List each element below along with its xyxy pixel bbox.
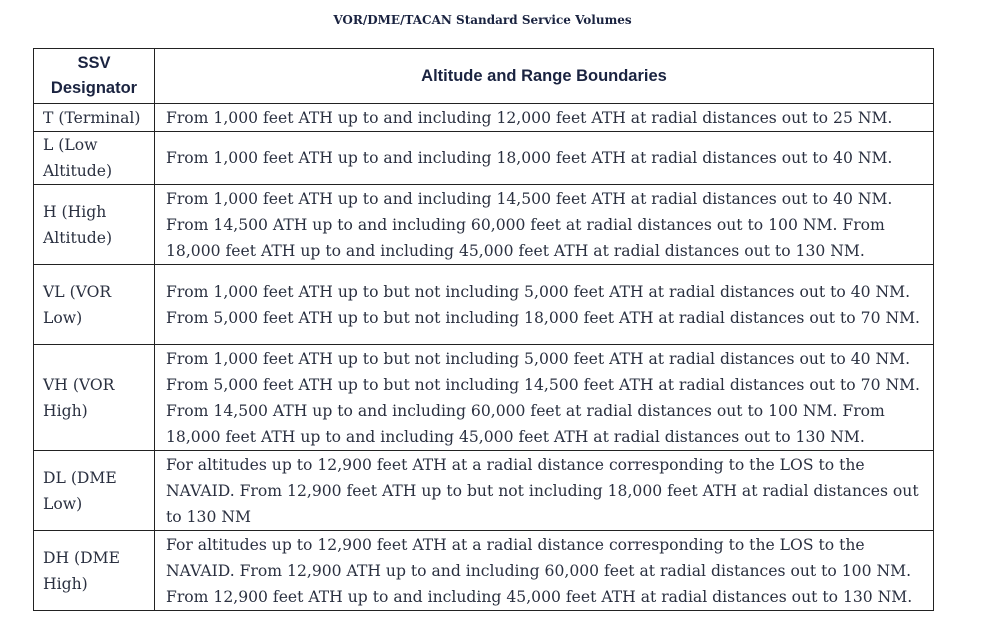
designator-cell: VH (VOR High) — [33, 344, 155, 451]
designator-cell: T (Terminal) — [33, 103, 155, 132]
table-row: H (High Altitude) From 1,000 feet ATH up… — [33, 184, 934, 265]
boundaries-cell: From 1,000 feet ATH up to and including … — [154, 184, 934, 265]
ssv-table: SSV Designator Altitude and Range Bounda… — [33, 48, 934, 611]
designator-cell: H (High Altitude) — [33, 184, 155, 265]
table-row: VH (VOR High) From 1,000 feet ATH up to … — [33, 344, 934, 451]
designator-cell: VL (VOR Low) — [33, 264, 155, 345]
boundaries-cell: For altitudes up to 12,900 feet ATH at a… — [154, 450, 934, 531]
boundaries-cell: From 1,000 feet ATH up to but not includ… — [154, 264, 934, 345]
table-row: VL (VOR Low) From 1,000 feet ATH up to b… — [33, 264, 934, 345]
designator-cell: L (Low Altitude) — [33, 131, 155, 185]
boundaries-cell: For altitudes up to 12,900 feet ATH at a… — [154, 530, 934, 611]
header-row: SSV Designator Altitude and Range Bounda… — [33, 48, 934, 104]
table-title: VOR/DME/TACAN Standard Service Volumes — [333, 13, 632, 27]
table-row: L (Low Altitude) From 1,000 feet ATH up … — [33, 131, 934, 185]
table-row: DH (DME High) For altitudes up to 12,900… — [33, 530, 934, 611]
boundaries-cell: From 1,000 feet ATH up to and including … — [154, 103, 934, 132]
designator-cell: DL (DME Low) — [33, 450, 155, 531]
header-boundaries: Altitude and Range Boundaries — [154, 48, 934, 104]
designator-cell: DH (DME High) — [33, 530, 155, 611]
boundaries-cell: From 1,000 feet ATH up to but not includ… — [154, 344, 934, 451]
table-row: DL (DME Low) For altitudes up to 12,900 … — [33, 450, 934, 531]
boundaries-cell: From 1,000 feet ATH up to and including … — [154, 131, 934, 185]
header-designator: SSV Designator — [33, 48, 155, 104]
table-row: T (Terminal) From 1,000 feet ATH up to a… — [33, 103, 934, 132]
